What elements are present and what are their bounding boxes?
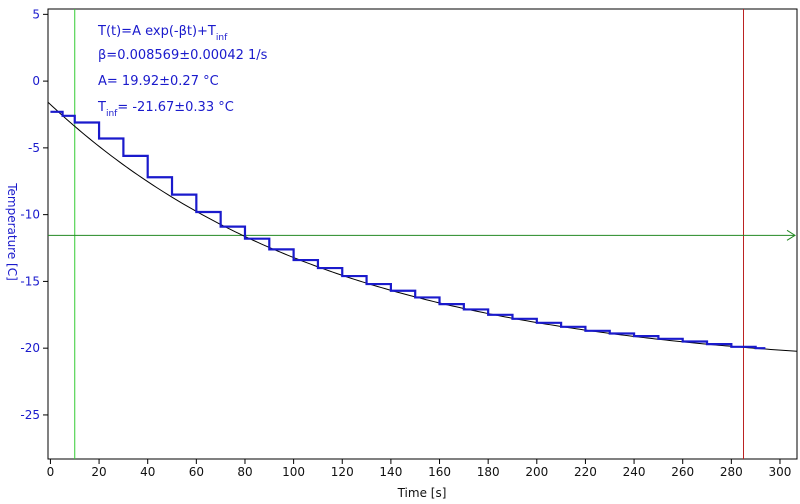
x-axis-ticks: 0 20 40 60 80 100 120 140 160 180 200 220 240 260 280 3… bbox=[47, 459, 792, 479]
y-tick-label: -20 bbox=[20, 341, 40, 355]
fit-model-annotation: T(t)=A exp(-βt)+Tinf bbox=[97, 24, 228, 43]
x-axis-label: Time [s] bbox=[397, 486, 447, 500]
x-tick-label: 280 bbox=[720, 465, 743, 479]
y-axis-ticks: 5 0 -5 -10 -15 -20 -25 bbox=[20, 7, 48, 422]
y-tick-label: -10 bbox=[20, 208, 40, 222]
y-tick-label: 0 bbox=[32, 74, 40, 88]
x-tick-label: 40 bbox=[140, 465, 155, 479]
x-tick-label: 100 bbox=[282, 465, 305, 479]
x-tick-label: 220 bbox=[574, 465, 597, 479]
fit-beta-annotation: β=0.008569±0.00042 1/s bbox=[98, 48, 268, 63]
horizontal-cursor-arrow-icon bbox=[786, 229, 796, 241]
fit-a-annotation: A= 19.92±0.27 °C bbox=[98, 74, 219, 89]
x-tick-label: 200 bbox=[525, 465, 548, 479]
x-tick-label: 80 bbox=[237, 465, 252, 479]
x-tick-label: 20 bbox=[91, 465, 106, 479]
y-tick-label: 5 bbox=[32, 7, 40, 21]
x-tick-label: 300 bbox=[769, 465, 792, 479]
series-line-temperature bbox=[50, 110, 766, 350]
y-tick-label: -15 bbox=[20, 274, 40, 288]
x-tick-label: 160 bbox=[428, 465, 451, 479]
x-tick-label: 260 bbox=[671, 465, 694, 479]
plot-frame bbox=[47, 8, 798, 460]
fit-tinf-annotation: Tinf= -21.67±0.33 °C bbox=[97, 100, 234, 119]
x-tick-label: 120 bbox=[331, 465, 354, 479]
x-tick-label: 60 bbox=[189, 465, 204, 479]
x-tick-label: 0 bbox=[47, 465, 55, 479]
y-tick-label: -5 bbox=[28, 141, 40, 155]
fit-curve-line bbox=[47, 101, 798, 352]
x-tick-label: 180 bbox=[477, 465, 500, 479]
x-tick-label: 240 bbox=[623, 465, 646, 479]
x-tick-label: 140 bbox=[379, 465, 402, 479]
y-axis-label: Temperature [C] bbox=[5, 182, 19, 281]
y-tick-label: -25 bbox=[20, 408, 40, 422]
